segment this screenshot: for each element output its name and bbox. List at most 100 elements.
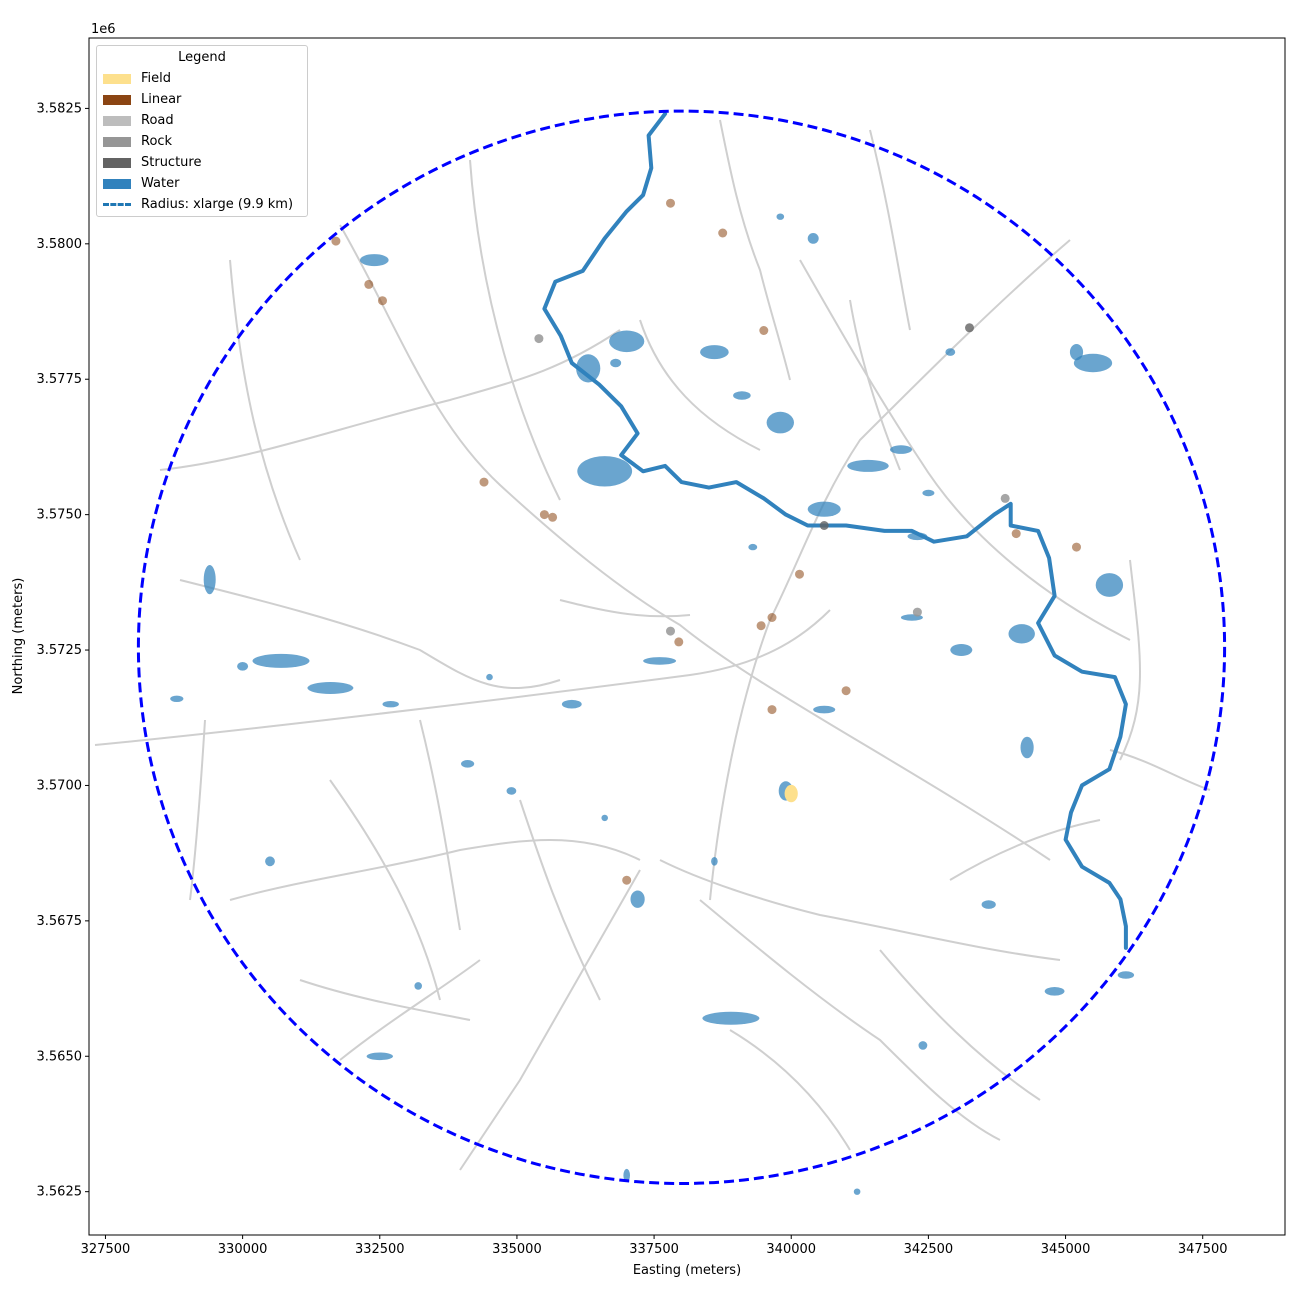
linear-point: [767, 613, 777, 622]
water-body: [265, 856, 275, 867]
water-body: [366, 1052, 393, 1061]
linear-point: [841, 686, 851, 696]
plot-background: [89, 38, 1285, 1235]
water-body: [748, 543, 758, 551]
legend: Legend Field Linear Road Rock Structure …: [96, 45, 308, 217]
y-tick-label: 3.5700: [37, 778, 83, 793]
road-segment: [729, 1029, 851, 1151]
water-body: [1008, 624, 1035, 644]
water-body: [382, 701, 399, 708]
road-segment: [229, 839, 641, 901]
road-segment: [159, 329, 621, 471]
water-body: [807, 233, 819, 244]
water-body: [918, 1041, 928, 1050]
y-tick-label: 3.5775: [37, 372, 83, 387]
legend-label: Road: [141, 113, 174, 128]
x-tick-label: 327500: [81, 1242, 131, 1257]
road-segment: [719, 119, 791, 381]
y-axis: 3.5625 3.5650 3.5675 3.5700 3.5725 3.5750 3.57…: [37, 101, 89, 1200]
legend-label: Linear: [141, 92, 182, 107]
water-body: [807, 501, 841, 517]
legend-item-road: Road: [103, 110, 301, 131]
water-body: [1073, 353, 1113, 373]
radius-line-swatch: [103, 203, 131, 206]
water-body: [1020, 736, 1034, 759]
linear-point: [539, 510, 549, 520]
legend-title: Legend: [178, 50, 226, 65]
water-body: [1044, 987, 1065, 996]
road-segment: [1119, 559, 1141, 761]
linear-point: [759, 326, 769, 335]
x-tick-label: 347500: [1178, 1242, 1228, 1257]
water-body: [360, 254, 389, 267]
road-segment: [949, 819, 1101, 881]
road-segment: [189, 719, 206, 901]
water-body: [853, 1188, 861, 1195]
legend-item-rock: Rock: [103, 131, 301, 152]
roads-layer: [94, 119, 1211, 1171]
legend-label: Structure: [141, 155, 202, 170]
water-swatch: [103, 178, 131, 189]
water-body: [847, 459, 889, 472]
road-segment: [459, 869, 641, 1171]
legend-label: Radius: xlarge (9.9 km): [141, 197, 294, 212]
linear-point: [1011, 529, 1021, 539]
water-body: [1069, 344, 1084, 361]
road-segment: [299, 979, 471, 1021]
radius-circle-layer: [136, 109, 1227, 1185]
water-body: [1095, 573, 1124, 597]
water-body: [601, 814, 608, 822]
features-layer: [331, 198, 1081, 885]
water-body: [307, 682, 354, 694]
linear-point: [756, 621, 766, 631]
water-body: [609, 330, 645, 353]
water-body: [890, 445, 912, 454]
water-body: [576, 354, 601, 383]
x-tick-label: 332500: [355, 1242, 405, 1257]
water-body: [1117, 971, 1135, 979]
y-tick-label: 3.5825: [37, 101, 83, 116]
linear-point: [378, 296, 387, 306]
linear-point: [795, 569, 804, 579]
rock-swatch: [103, 136, 131, 147]
y-tick-label: 3.5675: [37, 914, 83, 929]
road-segment: [659, 859, 1061, 961]
road-segment: [94, 609, 831, 746]
water-body: [203, 565, 216, 595]
road-segment: [699, 899, 1001, 1141]
linear-point: [364, 279, 374, 289]
road-segment: [799, 259, 1131, 641]
legend-item-field: Field: [103, 68, 301, 89]
structure-point: [819, 521, 829, 530]
water-body: [610, 358, 622, 368]
y-axis-title: Northing (meters): [11, 578, 26, 695]
water-body: [461, 760, 475, 768]
legend-item-structure: Structure: [103, 152, 301, 173]
road-segment: [469, 159, 561, 501]
x-axis-title: Easting (meters): [633, 1263, 741, 1278]
x-tick-label: 330000: [218, 1242, 268, 1257]
water-body: [506, 787, 517, 795]
radius-circle: [136, 109, 1227, 1185]
water-body: [252, 653, 310, 668]
legend-label: Field: [141, 71, 172, 86]
water-body: [577, 456, 633, 487]
linear-point: [548, 512, 558, 522]
linear-point: [479, 477, 489, 487]
linear-point: [622, 875, 632, 885]
water-body: [945, 348, 956, 356]
y-tick-label: 3.5650: [37, 1049, 83, 1064]
rock-point: [1000, 493, 1010, 503]
water-body: [922, 489, 935, 497]
x-tick-label: 345000: [1041, 1242, 1091, 1257]
water-body: [623, 1168, 630, 1182]
water-body: [907, 532, 928, 541]
y-tick-label: 3.5625: [37, 1185, 83, 1200]
structure-point: [965, 323, 974, 333]
water-body: [700, 345, 729, 360]
road-segment: [869, 129, 911, 331]
road-segment: [339, 959, 481, 1061]
water-body: [486, 673, 493, 681]
legend-item-radius: Radius: xlarge (9.9 km): [103, 194, 301, 215]
water-body: [711, 857, 718, 866]
